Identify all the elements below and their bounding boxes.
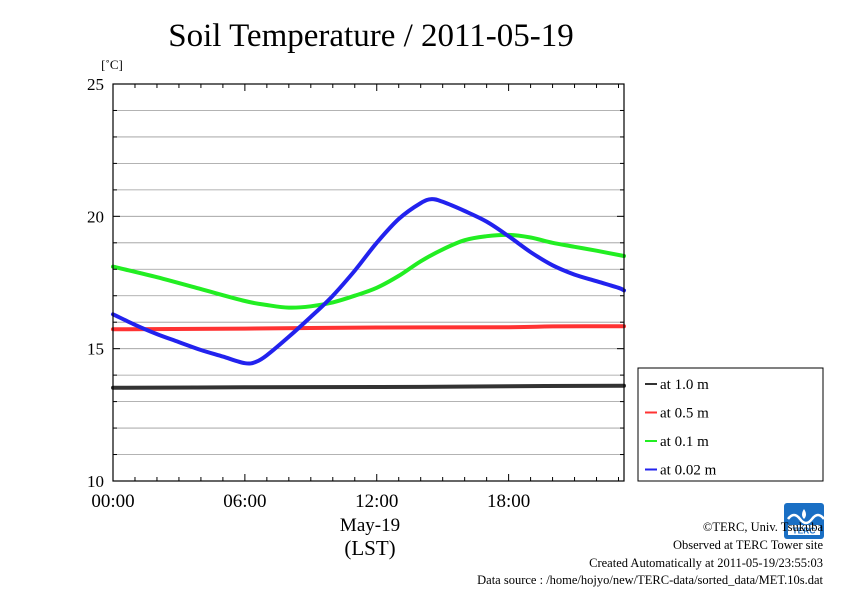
y-tick-label: 25 xyxy=(87,75,104,94)
legend-label: at 0.02 m xyxy=(660,463,717,479)
observed-text: Observed at TERC Tower site xyxy=(672,538,823,552)
x-tick-label: 12:00 xyxy=(355,491,398,512)
wave-icon xyxy=(787,513,825,525)
source-text: Data source : /home/hojyo/new/TERC-data/… xyxy=(477,573,823,587)
axis-labels: 10 15 20 25 00:00 06:00 12:00 18:00 xyxy=(87,75,624,512)
y-tick-label: 20 xyxy=(87,207,104,226)
y-tick-label: 10 xyxy=(87,472,104,491)
x-tick-label: 00:00 xyxy=(91,491,134,512)
x-date-label: May-19 xyxy=(340,515,400,536)
series-line-3 xyxy=(111,232,626,310)
gridlines xyxy=(113,110,624,455)
series-line-1 xyxy=(111,383,626,390)
drop-icon xyxy=(802,509,806,519)
x-tick-label: 06:00 xyxy=(223,491,266,512)
created-text: Created Automatically at 2011-05-19/23:5… xyxy=(589,556,823,570)
legend: at 1.0 m at 0.5 m at 0.1 m at 0.02 m xyxy=(637,367,824,482)
y-tick-label: 15 xyxy=(87,340,104,359)
y-unit-label: [˚C] xyxy=(101,57,123,72)
logo-label: TERC xyxy=(792,526,815,536)
copyright-text: ©TERC, Univ. Tsukuba xyxy=(702,520,823,534)
legend-box xyxy=(637,367,824,482)
x-zone-label: (LST) xyxy=(344,536,395,560)
plot-frame xyxy=(112,83,625,482)
legend-label: at 0.1 m xyxy=(660,434,709,450)
series-line-2 xyxy=(111,324,626,332)
legend-label: at 1.0 m xyxy=(660,377,709,393)
series-lines xyxy=(111,197,626,390)
logo-label-band xyxy=(788,525,820,535)
legend-label: at 0.5 m xyxy=(660,406,709,422)
series-line-4 xyxy=(111,197,626,366)
terc-logo: TERC xyxy=(784,503,825,539)
x-tick-label: 18:00 xyxy=(487,491,530,512)
chart-title: Soil Temperature / 2011-05-19 xyxy=(168,18,574,54)
